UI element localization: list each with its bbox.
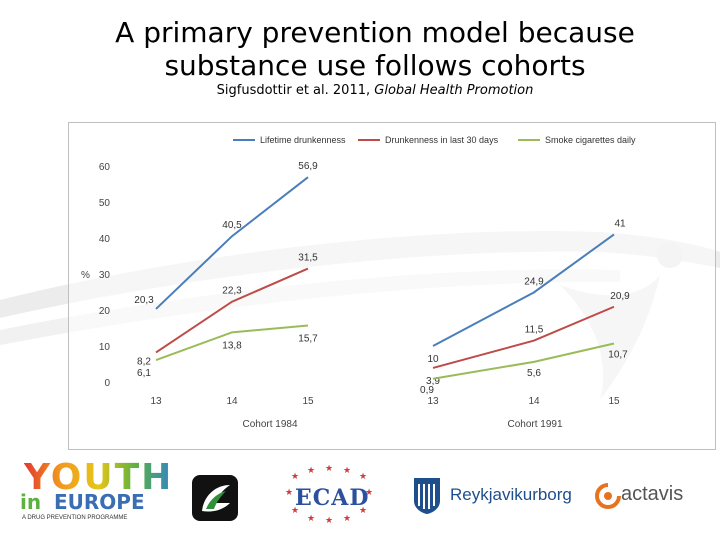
svg-text:★: ★	[291, 472, 299, 482]
data-label: 31,5	[298, 253, 318, 264]
svg-text:★: ★	[365, 488, 373, 498]
y-tick-label: 0	[104, 378, 110, 389]
y-tick-label: 40	[99, 234, 111, 245]
svg-text:★: ★	[325, 465, 333, 474]
citation-authors: Sigfusdottir et al. 2011,	[216, 83, 371, 98]
y-tick-label: 30	[99, 270, 111, 281]
data-label: 56,9	[298, 161, 318, 172]
actavis-swirl-icon	[595, 483, 621, 509]
reykjavik-text: Reykjavikurborg	[450, 485, 572, 504]
x-tick-label: 15	[608, 396, 620, 407]
actavis-logo: actavis	[595, 483, 705, 513]
legend-entry: Lifetime drunkenness	[260, 135, 346, 145]
x-tick-label: 14	[226, 396, 238, 407]
slide-title: A primary prevention model because subst…	[0, 16, 720, 82]
y-tick-label: 20	[99, 306, 111, 317]
data-label: 5,6	[527, 368, 541, 379]
svg-text:★: ★	[359, 472, 367, 482]
svg-text:★: ★	[285, 488, 293, 498]
title-line-1: A primary prevention model because	[115, 16, 635, 49]
y-tick-label: 50	[99, 198, 111, 209]
chart-frame	[68, 122, 716, 450]
data-label: 6,1	[137, 368, 151, 379]
svg-text:★: ★	[343, 466, 351, 476]
sponsor-logos: YOUTH in EUROPE A DRUG PREVENTION PROGRA…	[0, 455, 720, 540]
data-label: 13,8	[222, 340, 242, 351]
series-line	[155, 324, 309, 361]
svg-text:★: ★	[325, 516, 333, 526]
data-label: 15,7	[298, 333, 318, 344]
data-label: 41	[614, 218, 626, 229]
youth-word: YOUTH	[24, 457, 174, 498]
actavis-text: actavis	[621, 483, 684, 505]
youth-tagline: A DRUG PREVENTION PROGRAMME	[22, 515, 128, 521]
reykjavik-crest-icon	[414, 478, 440, 514]
data-label: 8,2	[137, 356, 151, 367]
series-line	[155, 267, 309, 354]
svg-text:★: ★	[307, 466, 315, 476]
cohort-group-label: Cohort 1984	[242, 419, 297, 430]
cohort-line-chart: 0 10 20 30 40 50 60% 13 14 15 Cohort 1984 13 14 15 Coh…	[81, 135, 636, 430]
data-label: 10,7	[608, 349, 628, 360]
citation: Sigfusdottir et al. 2011, Global Health …	[0, 83, 720, 98]
ecad-logo: ★ ★ ★ ★ ★ ★ ★ ★ ★ ★ ★ ★ ECAD	[285, 465, 377, 527]
europe-word: EUROPE	[54, 490, 145, 514]
legend-entry: Drunkenness in last 30 days	[385, 135, 499, 145]
svg-text:★: ★	[343, 514, 351, 524]
svg-text:★: ★	[359, 506, 367, 516]
data-label: 22,3	[222, 286, 242, 297]
series-line	[432, 233, 615, 347]
svg-text:★: ★	[307, 514, 315, 524]
x-tick-label: 14	[528, 396, 540, 407]
x-tick-label: 15	[302, 396, 314, 407]
cohort-group-label: Cohort 1991	[507, 419, 562, 430]
series-line	[432, 305, 615, 369]
svg-text:★: ★	[291, 506, 299, 516]
data-label: 20,9	[610, 291, 630, 302]
data-label: 40,5	[222, 220, 242, 231]
legend-entry: Smoke cigarettes daily	[545, 135, 636, 145]
series-line	[155, 176, 309, 310]
data-label: 11,5	[525, 325, 544, 336]
in-word: in	[20, 490, 42, 514]
series-line	[432, 342, 615, 380]
youth-in-europe-logo: YOUTH in EUROPE A DRUG PREVENTION PROGRA…	[18, 457, 171, 527]
data-label: 3,9	[426, 376, 440, 387]
title-line-2: substance use follows cohorts	[164, 49, 586, 82]
x-tick-label: 13	[150, 396, 162, 407]
ecad-text: ECAD	[295, 485, 370, 511]
y-tick-label: 10	[99, 342, 111, 353]
data-label: 0,9	[420, 385, 434, 396]
data-label: 10	[427, 354, 439, 365]
ecad-star-ring-icon: ★ ★ ★ ★ ★ ★ ★ ★ ★ ★ ★ ★	[285, 465, 373, 526]
x-tick-label: 13	[427, 396, 439, 407]
y-tick-label: 60	[99, 162, 111, 173]
citation-journal: Global Health Promotion	[374, 83, 534, 98]
y-axis-label: %	[81, 270, 90, 281]
leaf-emblem-logo	[192, 475, 238, 521]
data-label: 20,3	[134, 295, 154, 306]
data-label: 24,9	[524, 276, 544, 287]
